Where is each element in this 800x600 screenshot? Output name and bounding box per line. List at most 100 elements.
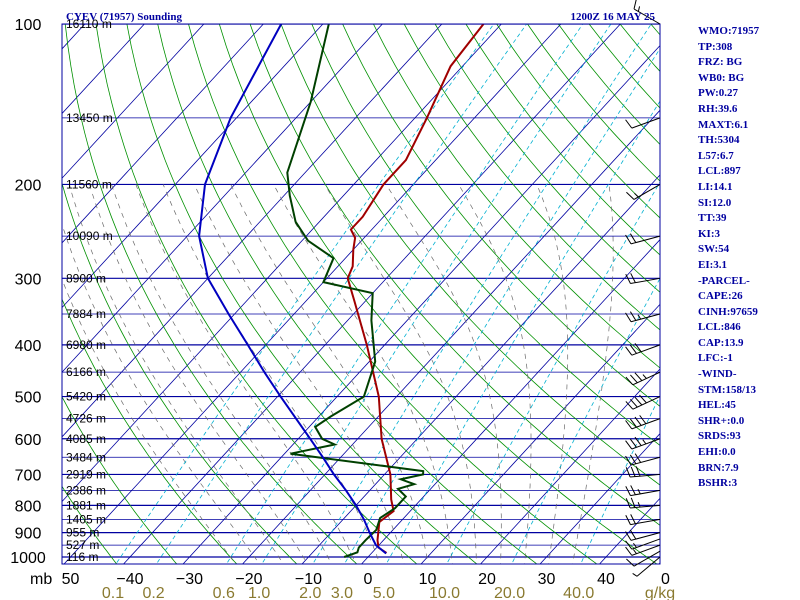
wind-barb-half-flag	[637, 488, 641, 495]
pressure-tick-label: 800	[15, 498, 42, 515]
height-label: 1881 m	[66, 498, 106, 512]
dry-adiabat-line	[342, 24, 660, 407]
pressure-tick-label: 500	[15, 390, 42, 407]
wind-barb-flag	[630, 398, 638, 408]
pressure-tick-label: 900	[15, 526, 42, 543]
moist-adiabat-line	[62, 223, 260, 564]
index-row: RH:39.6	[698, 102, 738, 115]
wind-barb	[625, 529, 661, 541]
wind-barb-flag	[634, 396, 643, 406]
index-row: TP:308	[698, 40, 733, 53]
temperature-tick-label: −40	[116, 571, 143, 588]
wind-barb-flag	[629, 454, 637, 465]
index-row: LFC:-1	[698, 352, 733, 365]
moist-adiabat-line	[536, 184, 569, 564]
dry-adiabat-line	[157, 24, 538, 564]
isotherm-line	[62, 24, 324, 309]
index-row: -PARCEL-	[698, 274, 750, 287]
temperature-tick-label: −20	[235, 571, 262, 588]
temperature-tick-label: −10	[295, 571, 322, 588]
height-label: 10090 m	[66, 229, 113, 243]
height-label: 13450 m	[66, 111, 113, 125]
index-row: CINH:97659	[698, 305, 758, 318]
wind-barb-flag	[625, 540, 633, 550]
wind-barb-flag	[634, 343, 642, 353]
mixing-ratio-line	[343, 47, 660, 564]
wind-barb-staff	[636, 556, 661, 577]
wind-barb-flag	[625, 346, 633, 356]
wind-barb-flag	[625, 119, 633, 129]
index-row: EI:3.1	[698, 258, 728, 271]
wind-barb-flag	[630, 273, 636, 283]
wind-barb	[625, 514, 661, 526]
index-row: LI:14.1	[698, 180, 733, 193]
wind-barb-flag	[634, 372, 643, 381]
plot-frame	[61, 23, 661, 565]
index-row: SW:54	[698, 243, 730, 256]
isotherm-line	[62, 24, 205, 179]
index-row: LCL:846	[698, 321, 741, 334]
height-label: 6166 m	[66, 365, 106, 379]
index-row: L57:6.7	[698, 149, 734, 162]
pressure-unit-label: mb	[30, 571, 52, 588]
wind-barb	[625, 453, 661, 466]
wind-barb	[625, 233, 661, 245]
wind-barbs	[625, 0, 661, 577]
moist-adiabat-line	[458, 184, 532, 564]
wind-barb-flag	[634, 453, 642, 463]
index-row: WB0: BG	[698, 71, 745, 84]
wind-barb-half-flag	[637, 314, 642, 320]
indices-panel: WMO:71957 TP:308 FRZ: BG WB0: BG PW:0.27 RH:3…	[698, 24, 798, 492]
wind-barb	[625, 544, 661, 556]
index-row: CAP:13.9	[698, 336, 744, 349]
wind-barb	[626, 550, 661, 567]
temperature-trace	[346, 24, 485, 554]
isotherm-line	[62, 24, 443, 438]
mixing-ratio-line	[511, 277, 660, 564]
mixing-ratio-label: 0.1	[102, 585, 124, 600]
temperature-tick-label: 0	[661, 571, 670, 588]
sounding-series	[198, 24, 485, 558]
wind-barb-flag	[625, 467, 631, 478]
height-label: 4726 m	[66, 412, 106, 426]
dry-adiabat-line	[62, 298, 238, 564]
wind-barb	[625, 273, 661, 285]
pressure-tick-label: 100	[15, 17, 42, 34]
height-label: 6980 m	[66, 338, 106, 352]
isotherm-line	[62, 24, 502, 503]
wind-barb-flag	[630, 485, 636, 495]
index-row: SRDS:93	[698, 430, 741, 443]
moist-adiabat-line	[230, 184, 429, 564]
index-row: FRZ: BG	[698, 56, 743, 69]
isotherm-line	[123, 24, 621, 564]
temperature-tick-label: 40	[597, 571, 615, 588]
mixing-ratio-line	[226, 24, 584, 564]
temperature-tick-label: 0	[364, 571, 373, 588]
mixing-ratio-line	[261, 24, 612, 564]
wind-barb-flag	[630, 374, 638, 384]
pressure-tick-label: 200	[15, 177, 42, 194]
height-label: 1405 m	[66, 512, 106, 526]
index-row: MAXT:6.1	[698, 118, 749, 131]
wind-barb-flag	[625, 455, 632, 466]
mixing-ratio-label: 40.0	[563, 585, 594, 600]
moist-adiabat-line	[194, 184, 405, 564]
isotherm-line	[539, 433, 660, 564]
wind-barb-flag	[633, 0, 637, 10]
dry-adiabat-line	[403, 24, 660, 331]
moist-adiabat-line	[385, 184, 502, 564]
index-row: EHI:0.0	[698, 446, 736, 459]
wind-barb-flag	[629, 344, 637, 354]
wind-barb-flag	[635, 466, 641, 477]
temperature-tick-label: 20	[478, 571, 496, 588]
dry-adiabat-line	[311, 24, 660, 446]
wind-barb	[625, 485, 661, 497]
wind-barb	[625, 394, 661, 410]
index-row: TT:39	[698, 212, 727, 225]
wind-barb	[625, 415, 661, 430]
moist-adiabat-line	[89, 184, 308, 564]
wind-barb-flag	[625, 515, 631, 525]
isotherm-line	[63, 24, 562, 564]
wind-barb-flag	[625, 234, 632, 245]
